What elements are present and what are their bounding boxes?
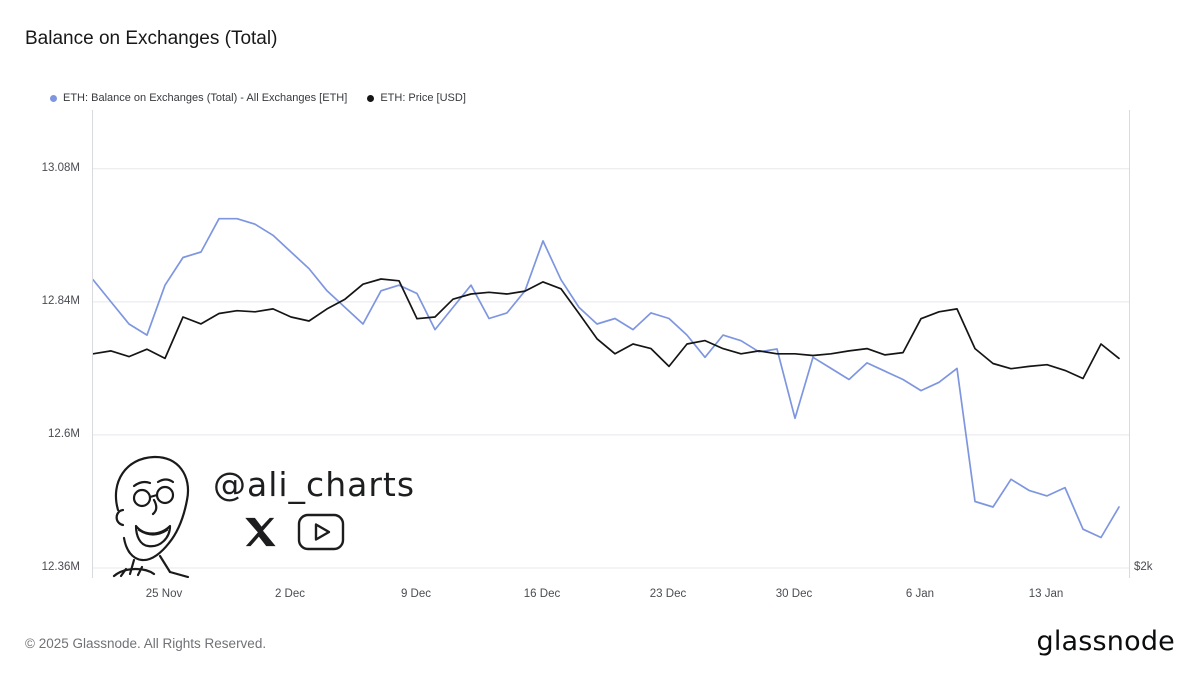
legend-label: ETH: Price [USD] [380, 92, 466, 104]
legend-dot-icon [50, 94, 57, 102]
x-axis-tick: 30 Dec [775, 588, 813, 600]
x-axis-tick: 25 Nov [145, 588, 183, 600]
y-axis-tick: 13.08M [41, 161, 80, 174]
x-axis-tick: 16 Dec [523, 588, 561, 600]
y-axis: 13.08M 12.84M 12.6M 12.36M [0, 0, 84, 675]
x-axis-tick: 13 Jan [1028, 588, 1064, 600]
chart-canvas[interactable] [93, 110, 1129, 578]
x-axis-tick: 23 Dec [649, 588, 687, 600]
legend-item-1[interactable]: ETH: Price [USD] [367, 92, 466, 104]
legend-dot-icon [367, 94, 375, 102]
x-axis-tick: 9 Dec [400, 588, 432, 600]
x-axis-tick: 2 Dec [274, 588, 306, 600]
copyright: © 2025 Glassnode. All Rights Reserved. [25, 636, 267, 651]
x-axis: 25 Nov 2 Dec 9 Dec 16 Dec 23 Dec 30 Dec 6 Jan 1… [92, 588, 1128, 608]
page-title: Balance on Exchanges (Total) [25, 28, 278, 49]
x-axis-tick: 6 Jan [905, 588, 935, 600]
chart-legend: ETH: Balance on Exchanges (Total) - All … [50, 92, 466, 104]
legend-item-0[interactable]: ETH: Balance on Exchanges (Total) - All … [50, 92, 347, 104]
legend-label: ETH: Balance on Exchanges (Total) - All … [63, 92, 348, 104]
y-axis-tick: 12.84M [41, 294, 80, 307]
glassnode-logo[interactable]: glassnode [1036, 626, 1175, 657]
plot-area[interactable] [92, 110, 1130, 578]
right-axis-label: $2k [1134, 561, 1153, 573]
y-axis-tick: 12.36M [41, 561, 80, 574]
y-axis-tick: 12.6M [48, 427, 80, 440]
